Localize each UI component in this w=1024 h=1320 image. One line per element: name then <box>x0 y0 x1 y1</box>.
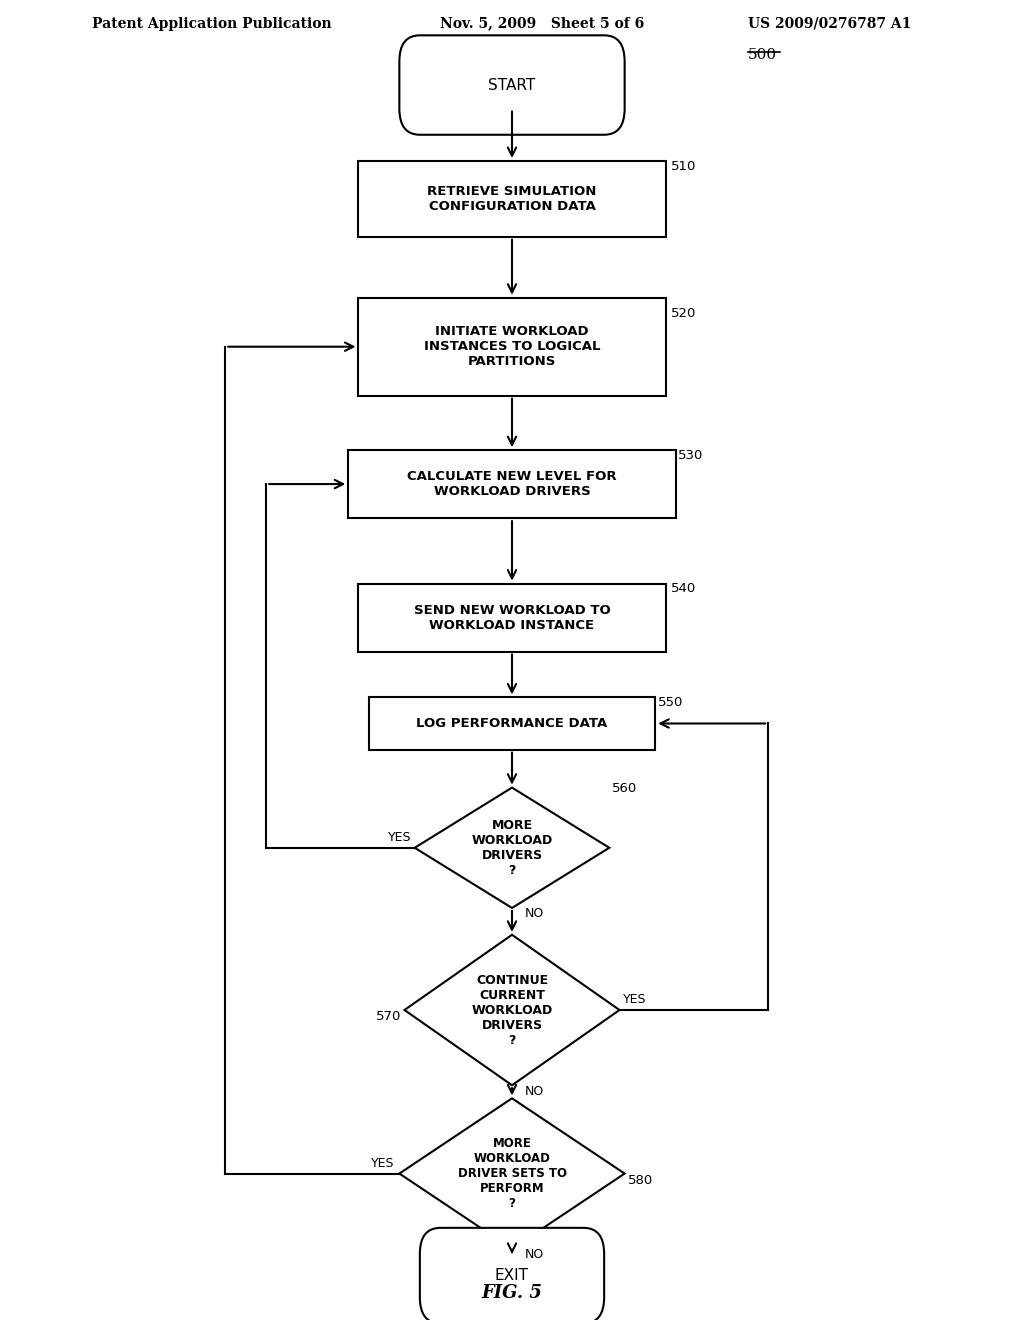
Text: YES: YES <box>388 830 412 843</box>
Text: NO: NO <box>524 1249 544 1261</box>
Text: INITIATE WORKLOAD
INSTANCES TO LOGICAL
PARTITIONS: INITIATE WORKLOAD INSTANCES TO LOGICAL P… <box>424 325 600 368</box>
Polygon shape <box>399 1098 625 1249</box>
FancyBboxPatch shape <box>348 450 676 517</box>
Polygon shape <box>404 935 620 1085</box>
Text: SEND NEW WORKLOAD TO
WORKLOAD INSTANCE: SEND NEW WORKLOAD TO WORKLOAD INSTANCE <box>414 603 610 631</box>
Text: CALCULATE NEW LEVEL FOR
WORKLOAD DRIVERS: CALCULATE NEW LEVEL FOR WORKLOAD DRIVERS <box>408 470 616 498</box>
Text: RETRIEVE SIMULATION
CONFIGURATION DATA: RETRIEVE SIMULATION CONFIGURATION DATA <box>427 185 597 213</box>
Text: NO: NO <box>524 1085 544 1098</box>
Text: 520: 520 <box>671 308 696 321</box>
Text: 560: 560 <box>612 783 638 796</box>
Text: MORE
WORKLOAD
DRIVERS
?: MORE WORKLOAD DRIVERS ? <box>471 818 553 876</box>
Text: 540: 540 <box>671 582 696 595</box>
Text: CONTINUE
CURRENT
WORKLOAD
DRIVERS
?: CONTINUE CURRENT WORKLOAD DRIVERS ? <box>471 974 553 1047</box>
Text: YES: YES <box>371 1156 394 1170</box>
Text: YES: YES <box>623 993 646 1006</box>
Text: 580: 580 <box>628 1173 653 1187</box>
Text: 510: 510 <box>671 160 696 173</box>
Text: LOG PERFORMANCE DATA: LOG PERFORMANCE DATA <box>417 717 607 730</box>
Text: US 2009/0276787 A1: US 2009/0276787 A1 <box>748 17 911 30</box>
Text: Patent Application Publication: Patent Application Publication <box>92 17 332 30</box>
Text: NO: NO <box>524 907 544 920</box>
FancyBboxPatch shape <box>358 161 666 236</box>
Text: FIG. 5: FIG. 5 <box>481 1284 543 1302</box>
Text: 530: 530 <box>678 449 703 462</box>
Polygon shape <box>415 788 609 908</box>
Text: START: START <box>488 78 536 92</box>
FancyBboxPatch shape <box>358 583 666 652</box>
Text: EXIT: EXIT <box>495 1269 529 1283</box>
Text: Nov. 5, 2009   Sheet 5 of 6: Nov. 5, 2009 Sheet 5 of 6 <box>440 17 644 30</box>
Text: 550: 550 <box>658 696 684 709</box>
Text: 500: 500 <box>748 49 776 62</box>
Text: 570: 570 <box>376 1010 401 1023</box>
Text: MORE
WORKLOAD
DRIVER SETS TO
PERFORM
?: MORE WORKLOAD DRIVER SETS TO PERFORM ? <box>458 1137 566 1210</box>
FancyBboxPatch shape <box>399 36 625 135</box>
FancyBboxPatch shape <box>369 697 655 750</box>
FancyBboxPatch shape <box>420 1228 604 1320</box>
FancyBboxPatch shape <box>358 297 666 396</box>
